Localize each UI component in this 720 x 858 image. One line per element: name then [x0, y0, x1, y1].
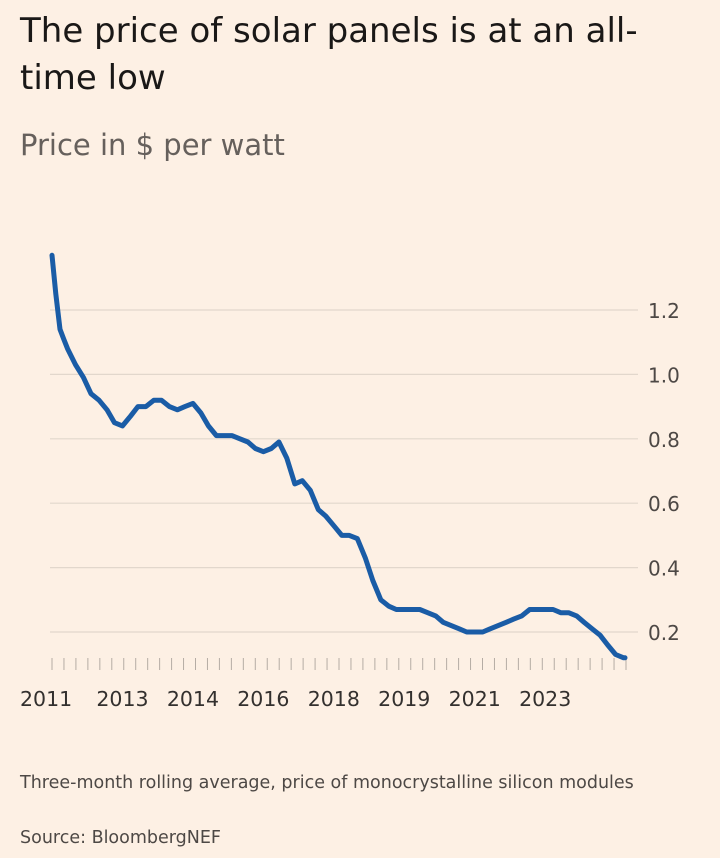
series-layer	[49, 252, 628, 661]
y-tick-label: 0.6	[648, 492, 680, 516]
footnote: Three-month rolling average, price of mo…	[20, 773, 634, 793]
y-tick-label: 1.2	[648, 299, 680, 323]
grid-lines	[50, 309, 638, 633]
x-tick-label: 2023	[519, 687, 571, 711]
y-tick-label: 0.2	[648, 621, 680, 645]
x-tick-label: 2013	[96, 687, 148, 711]
chart-subtitle: Price in $ per watt	[20, 128, 285, 162]
y-tick-label: 1.0	[648, 363, 680, 387]
x-tick-label: 2016	[237, 687, 289, 711]
x-tick-label: 2011	[20, 687, 72, 711]
line-chart: 0.20.40.60.81.01.2 2011 2013 2014 2016 2018 2…	[20, 252, 680, 711]
y-axis-ticks: 0.2 0.4 0.6 0.8 1.0 1.2	[648, 299, 680, 645]
source-note: Source: BloombergNEF	[20, 828, 221, 848]
y-tick-label: 0.8	[648, 428, 680, 452]
x-tick-label: 2014	[167, 687, 219, 711]
x-tick-label: 2018	[308, 687, 360, 711]
y-tick-label: 0.4	[648, 557, 680, 581]
x-tick-label: 2019	[378, 687, 430, 711]
series-line	[49, 252, 628, 661]
x-axis-ticks: 2011 2013 2014 2016 2018 2019 2021 2023	[20, 658, 627, 711]
chart-title: The price of solar panels is at an all-t…	[20, 11, 638, 98]
x-tick-label: 2021	[449, 687, 501, 711]
